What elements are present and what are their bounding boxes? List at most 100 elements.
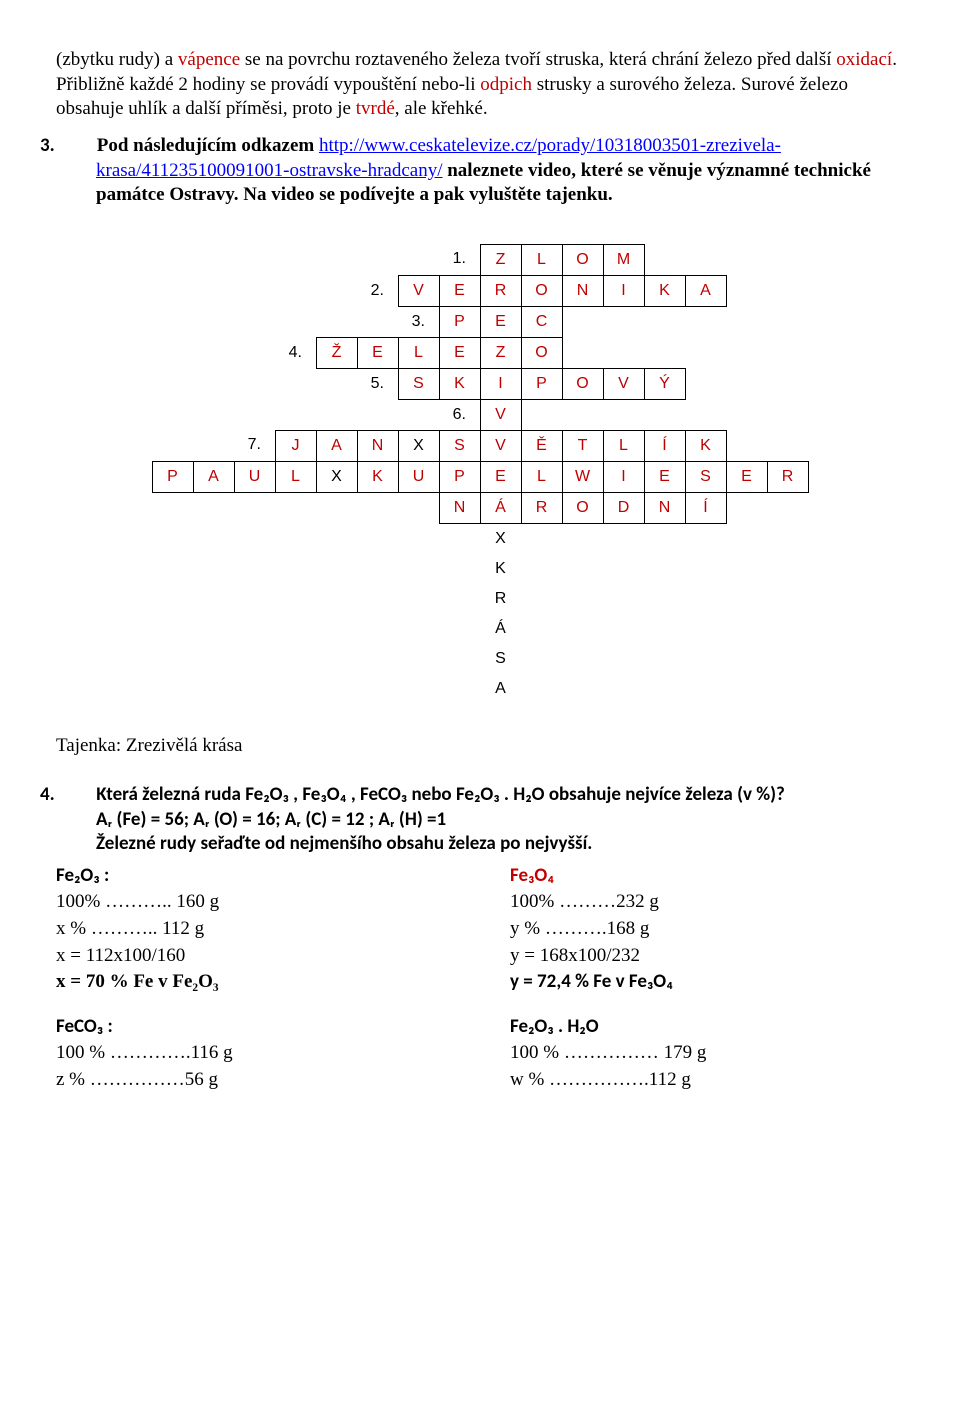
crossword-cell: K xyxy=(644,276,685,307)
question-sub: Železné rudy seřaďte od nejmenšího obsah… xyxy=(96,832,904,857)
crossword-cell: E xyxy=(357,338,398,369)
crossword-cell: S xyxy=(398,369,439,400)
crossword-cell: E xyxy=(480,462,521,493)
calc-result: y = 72,4 % Fe v Fe₃O₄ xyxy=(510,969,904,996)
calc-result: x = 70 % Fe v Fe₂O₃ xyxy=(56,969,450,996)
crossword-cell: O xyxy=(562,369,603,400)
calc-line: x % ……….. 112 g xyxy=(56,916,450,943)
crossword-clue: 7. xyxy=(234,431,275,462)
tajenka-label: Tajenka: Zrezivělá krása xyxy=(56,734,904,759)
crossword-cell: N xyxy=(357,431,398,462)
crossword-cell: E xyxy=(726,462,767,493)
crossword-clue: 6. xyxy=(439,400,480,431)
crossword-cell: I xyxy=(603,462,644,493)
crossword-cell: E xyxy=(644,462,685,493)
crossword-cell: Z xyxy=(480,338,521,369)
calc-line: 100% ……….. 160 g xyxy=(56,889,450,916)
crossword-cell: Í xyxy=(685,493,726,524)
text: (zbytku rudy) a xyxy=(56,49,178,70)
crossword-cell: L xyxy=(603,431,644,462)
crossword-clue: 2. xyxy=(357,276,398,307)
crossword-cell: O xyxy=(562,245,603,276)
crossword-cell: Z xyxy=(480,245,521,276)
crossword-cell: S xyxy=(439,431,480,462)
crossword-cell: K xyxy=(357,462,398,493)
crossword-cell: C xyxy=(521,307,562,338)
tajenka-letter: X xyxy=(480,524,521,555)
crossword-cell: A xyxy=(193,462,234,493)
crossword-cell: Ž xyxy=(316,338,357,369)
crossword-cell: J xyxy=(275,431,316,462)
tajenka-letter: S xyxy=(480,644,521,674)
crossword: 1.ZLOM2.VERONIKA3.PEC4.ŽELEZO5.SKIPOVÝ6.… xyxy=(56,244,904,704)
crossword-cell: V xyxy=(398,276,439,307)
item-number: 4. xyxy=(68,783,92,808)
calc-line: y % ……….168 g xyxy=(510,916,904,943)
crossword-clue: 1. xyxy=(439,245,480,276)
crossword-cell: R xyxy=(480,276,521,307)
calc-line: 100 % …………… 179 g xyxy=(510,1040,904,1067)
crossword-cell: E xyxy=(439,338,480,369)
calc-head: FeCO₃ : xyxy=(56,1014,450,1041)
crossword-cell: N xyxy=(562,276,603,307)
crossword-cell: U xyxy=(398,462,439,493)
crossword-cell: P xyxy=(521,369,562,400)
crossword-cell: Ě xyxy=(521,431,562,462)
crossword-cell: M xyxy=(603,245,644,276)
calc-line: w % …………….112 g xyxy=(510,1067,904,1094)
crossword-cell: V xyxy=(603,369,644,400)
calc-line: 100% ………232 g xyxy=(510,889,904,916)
tajenka-letter: K xyxy=(480,554,521,584)
text: Pod následujícím odkazem xyxy=(97,135,319,156)
crossword-cell: D xyxy=(603,493,644,524)
crossword-cell: E xyxy=(439,276,480,307)
calc-block-1: Fe₂O₃ : 100% ……….. 160 g x % ……….. 112 g… xyxy=(56,863,904,996)
crossword-cell: A xyxy=(685,276,726,307)
crossword-cell: U xyxy=(234,462,275,493)
link-text: http://www.ceskatelevize.cz/porady/10318… xyxy=(319,135,781,156)
calc-line: 100 % ………….116 g xyxy=(56,1040,450,1067)
intro-paragraph: (zbytku rudy) a vápence se na povrchu ro… xyxy=(56,48,904,122)
answer-word: vápence xyxy=(178,49,240,70)
question-text: Která železná ruda Fe₂O₃ , Fe₃O₄ , FeCO₃… xyxy=(96,783,785,806)
crossword-cell: S xyxy=(685,462,726,493)
crossword-cell: V xyxy=(480,400,521,431)
crossword-cell: P xyxy=(439,307,480,338)
crossword-cell: O xyxy=(521,276,562,307)
calc-head: Fe₂O₃ . H₂O xyxy=(510,1014,904,1041)
link-text: krasa/411235100091001-ostravske-hradcany… xyxy=(96,160,442,181)
answer-word: odpich xyxy=(480,74,532,95)
crossword-cell: I xyxy=(603,276,644,307)
crossword-cell: K xyxy=(685,431,726,462)
crossword-cell: K xyxy=(439,369,480,400)
calc-line: z % ……………56 g xyxy=(56,1067,450,1094)
crossword-clue: 3. xyxy=(398,307,439,338)
crossword-cell: L xyxy=(275,462,316,493)
crossword-cell: Í xyxy=(644,431,685,462)
crossword-cell: T xyxy=(562,431,603,462)
tajenka-letter: Á xyxy=(480,614,521,644)
calc-line: y = 168x100/232 xyxy=(510,943,904,970)
crossword-cell: X xyxy=(398,431,439,462)
crossword-cell: L xyxy=(521,462,562,493)
calc-head: Fe₃O₄ xyxy=(510,863,904,890)
crossword-cell: R xyxy=(767,462,808,493)
crossword-cell: O xyxy=(521,338,562,369)
calc-head: Fe₂O₃ : xyxy=(56,863,450,890)
crossword-cell: V xyxy=(480,431,521,462)
question-sub: Aᵣ (Fe) = 56; Aᵣ (O) = 16; Aᵣ (C) = 12 ;… xyxy=(96,808,904,833)
crossword-cell: L xyxy=(521,245,562,276)
crossword-cell: X xyxy=(316,462,357,493)
text: se na povrchu roztaveného železa tvoří s… xyxy=(240,49,836,70)
crossword-cell: A xyxy=(316,431,357,462)
item-number: 3. xyxy=(68,134,92,159)
crossword-cell: E xyxy=(480,307,521,338)
crossword-cell: P xyxy=(152,462,193,493)
tajenka-letter: R xyxy=(480,584,521,614)
crossword-cell: N xyxy=(439,493,480,524)
crossword-cell: L xyxy=(398,338,439,369)
text: , ale křehké. xyxy=(395,98,488,119)
list-item-4: 4. Která železná ruda Fe₂O₃ , Fe₃O₄ , Fe… xyxy=(96,783,904,808)
crossword-cell: I xyxy=(480,369,521,400)
answer-word: oxidací xyxy=(836,49,892,70)
